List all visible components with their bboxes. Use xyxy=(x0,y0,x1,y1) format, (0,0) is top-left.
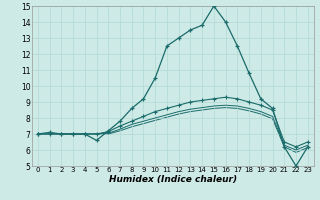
X-axis label: Humidex (Indice chaleur): Humidex (Indice chaleur) xyxy=(109,175,237,184)
